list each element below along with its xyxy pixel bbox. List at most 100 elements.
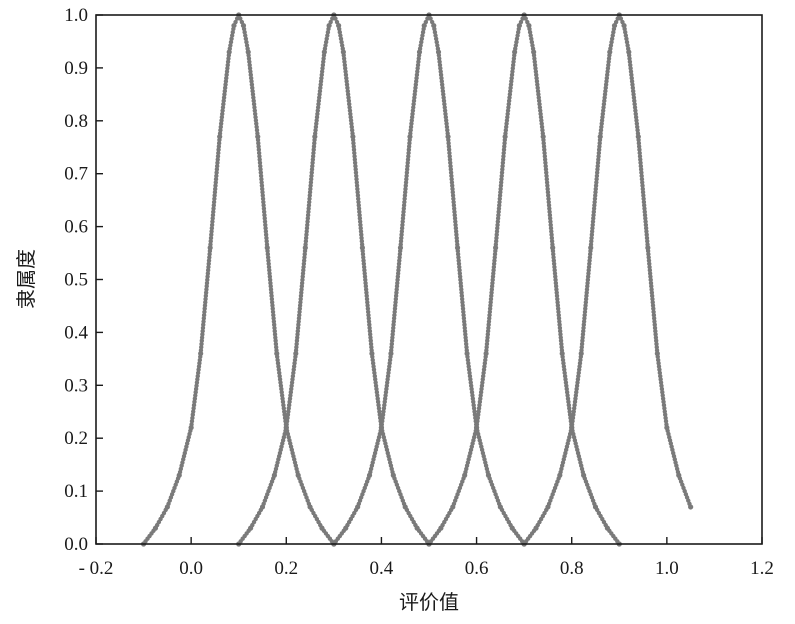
data-point-fill: [199, 344, 204, 350]
data-point-fill: [250, 92, 256, 97]
data-point-fill: [396, 261, 402, 266]
data-point-fill: [558, 338, 564, 343]
data-point-fill: [573, 396, 578, 401]
data-point-fill: [603, 88, 608, 94]
data-point-fill: [218, 121, 224, 126]
data-point-fill: [536, 92, 541, 97]
data-point-fill: [199, 338, 205, 343]
data-point-fill: [260, 196, 266, 201]
data-point-fill: [272, 325, 277, 331]
data-point: [421, 22, 427, 29]
data-point-fill: [265, 255, 271, 260]
data-point-fill: [482, 361, 488, 366]
data-point-fill: [279, 393, 285, 398]
data-point-fill: [303, 239, 309, 244]
data-point-fill: [497, 196, 502, 201]
data-point-fill: [618, 16, 624, 21]
data-point-fill: [319, 72, 324, 78]
data-point-fill: [405, 157, 411, 162]
data-point-fill: [247, 66, 253, 71]
data-point-fill: [318, 85, 323, 91]
data-point-fill: [210, 212, 216, 218]
data-point-fill: [465, 354, 470, 359]
data-point-fill: [357, 219, 363, 224]
data-point: [302, 245, 308, 251]
data-point-fill: [222, 88, 228, 94]
data-point-fill: [213, 180, 218, 185]
data-point-fill: [361, 255, 366, 260]
data-point-fill: [595, 163, 600, 169]
data-point-fill: [545, 186, 550, 192]
data-point-fill: [641, 193, 646, 198]
data-point-fill: [487, 316, 492, 321]
data-point-fill: [567, 412, 573, 417]
data-point-fill: [263, 225, 268, 231]
data-point-fill: [385, 373, 391, 379]
data-point-fill: [308, 176, 314, 182]
data-point: [207, 245, 213, 251]
data-point-fill: [582, 309, 588, 315]
data-point-fill: [451, 203, 457, 208]
data-point-fill: [490, 277, 495, 283]
data-point-fill: [314, 114, 320, 120]
data-point-fill: [344, 75, 349, 81]
data-point-fill: [386, 370, 391, 376]
data-point-fill: [654, 341, 659, 347]
data-point-fill: [469, 390, 475, 395]
data-point-fill: [397, 251, 403, 257]
data-point-fill: [566, 402, 572, 408]
data-point-fill: [574, 390, 579, 395]
data-point-fill: [406, 147, 412, 152]
data-point-fill: [643, 225, 649, 231]
data-point-fill: [391, 319, 397, 324]
data-point-fill: [261, 209, 267, 215]
data-point-fill: [602, 98, 607, 104]
data-point-fill: [642, 212, 648, 218]
data-point-fill: [655, 357, 661, 363]
data-point-fill: [552, 264, 557, 270]
data-point-fill: [498, 180, 504, 185]
data-point-fill: [411, 98, 417, 104]
data-point-fill: [564, 386, 569, 392]
data-point-fill: [450, 183, 455, 188]
data-point-fill: [556, 309, 561, 315]
data-point-fill: [583, 303, 588, 308]
data-point-fill: [294, 341, 299, 347]
data-point-fill: [353, 170, 359, 175]
data-point-fill: [251, 101, 257, 107]
data-point-fill: [371, 367, 377, 372]
data-point-fill: [254, 121, 259, 126]
data-point-fill: [444, 121, 449, 126]
data-point-fill: [264, 239, 269, 244]
data-point-fill: [627, 56, 632, 61]
data-point-fill: [650, 300, 655, 305]
data-point-fill: [579, 344, 585, 350]
data-point-fill: [301, 261, 307, 266]
data-point-fill: [482, 364, 487, 369]
data-point-fill: [544, 170, 549, 175]
data-point-fill: [448, 167, 454, 172]
data-point-fill: [534, 72, 539, 78]
data-point-fill: [546, 196, 551, 201]
data-point-fill: [595, 160, 601, 166]
data-point-fill: [644, 229, 649, 234]
data-point-fill: [639, 173, 644, 179]
data-point-fill: [356, 199, 361, 205]
data-point-fill: [454, 239, 460, 244]
data-point-fill: [321, 56, 326, 61]
data-point-fill: [487, 309, 493, 315]
data-point-fill: [629, 79, 635, 84]
data-point-fill: [555, 296, 560, 302]
data-point-fill: [456, 261, 462, 266]
data-point-fill: [589, 229, 595, 234]
series-5: [521, 12, 694, 547]
data-point-fill: [305, 216, 311, 221]
data-point-fill: [640, 180, 645, 185]
data-point-fill: [403, 180, 409, 185]
data-point-fill: [382, 399, 387, 405]
data-point-fill: [386, 367, 392, 372]
data-point-fill: [651, 306, 656, 311]
data-point-fill: [294, 344, 299, 350]
data-point-fill: [311, 150, 316, 156]
data-point-fill: [324, 36, 329, 42]
